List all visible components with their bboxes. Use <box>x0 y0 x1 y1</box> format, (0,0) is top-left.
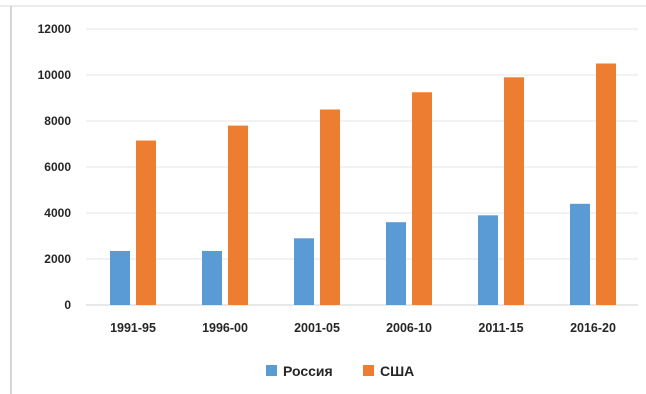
x-axis-categories: 1991-95 1996-00 2001-05 2006-10 2011-15 2016-… <box>110 321 616 335</box>
y-tick-label: 12000 <box>38 22 72 36</box>
legend-swatch <box>363 365 374 376</box>
bar-russia <box>478 215 498 305</box>
y-tick-label: 0 <box>64 298 71 312</box>
bar-usa <box>596 63 616 305</box>
legend: Россия США <box>266 363 414 379</box>
bar-usa <box>504 77 524 305</box>
y-tick-label: 6000 <box>44 160 71 174</box>
bar-usa <box>136 140 156 305</box>
bar-russia <box>110 250 130 305</box>
legend-swatch <box>266 365 277 376</box>
legend-label: Россия <box>283 363 333 379</box>
y-tick-label: 2000 <box>44 252 71 266</box>
gridlines <box>86 28 638 306</box>
legend-label: США <box>380 363 414 379</box>
x-category-label: 1996-00 <box>202 321 248 335</box>
x-category-label: 2011-15 <box>478 321 523 335</box>
y-axis-ticks: 0 2000 4000 6000 8000 10000 12000 <box>38 22 72 312</box>
bar-usa <box>320 109 340 305</box>
bar-russia <box>202 250 222 305</box>
x-category-label: 2016-20 <box>570 321 616 335</box>
bar-russia <box>294 238 314 305</box>
y-tick-label: 8000 <box>44 114 71 128</box>
y-tick-label: 10000 <box>38 68 72 82</box>
x-category-label: 1991-95 <box>110 321 156 335</box>
x-category-label: 2001-05 <box>294 321 340 335</box>
bar-russia <box>570 203 590 305</box>
bar-usa <box>228 125 248 305</box>
y-tick-label: 4000 <box>44 206 71 220</box>
bar-usa <box>412 92 432 305</box>
bars <box>110 63 616 305</box>
x-category-label: 2006-10 <box>386 321 432 335</box>
bar-russia <box>386 222 406 305</box>
